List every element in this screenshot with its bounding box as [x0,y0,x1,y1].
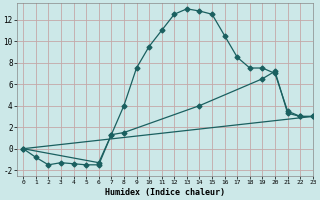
X-axis label: Humidex (Indice chaleur): Humidex (Indice chaleur) [105,188,225,197]
